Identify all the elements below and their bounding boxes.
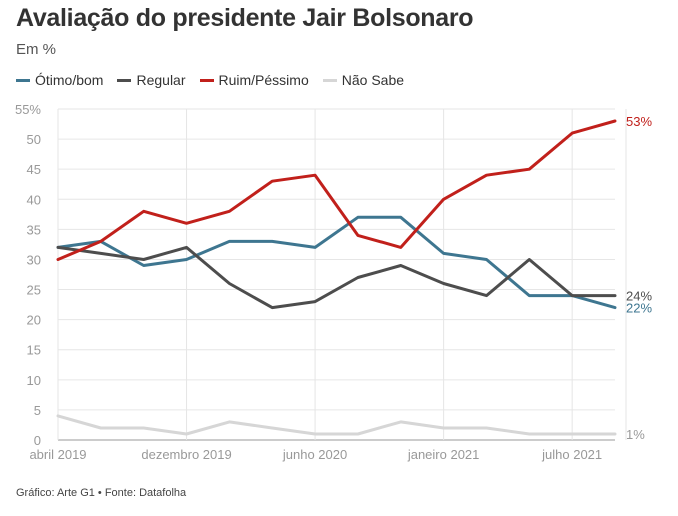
x-tick-label: abril 2019 <box>29 447 86 462</box>
source-note: Gráfico: Arte G1 • Fonte: Datafolha <box>16 487 187 499</box>
y-tick-label: 5 <box>34 403 41 418</box>
series-line-regular <box>56 245 617 310</box>
legend-item: Regular <box>117 72 186 88</box>
x-tick-label: dezembro 2019 <box>141 447 231 462</box>
legend: Ótimo/bom Regular Ruim/Péssimo Não Sabe <box>16 72 404 88</box>
y-tick-label: 55% <box>15 102 41 117</box>
series-end-label: 22% <box>626 301 652 316</box>
y-tick-label: 30 <box>27 252 41 267</box>
series-line-ruim-p-ssimo <box>56 119 617 261</box>
chart-title: Avaliação do presidente Jair Bolsonaro <box>16 4 474 32</box>
series-end-label: 24% <box>626 289 652 304</box>
y-tick-label: 50 <box>27 132 41 147</box>
legend-item: Ótimo/bom <box>16 72 103 88</box>
y-tick-label: 45 <box>27 162 41 177</box>
series-end-label: 53% <box>626 114 652 129</box>
series-line--timo-bom <box>56 215 617 310</box>
legend-label: Regular <box>136 72 186 88</box>
y-tick-label: 35 <box>27 222 41 237</box>
legend-label: Não Sabe <box>341 72 405 88</box>
y-tick-label: 40 <box>27 192 41 207</box>
legend-item: Não Sabe <box>322 72 405 88</box>
legend-swatch <box>322 78 337 82</box>
legend-swatch <box>117 78 132 82</box>
legend-label: Ótimo/bom <box>35 72 104 88</box>
legend-swatch <box>199 78 214 82</box>
y-tick-label: 10 <box>27 373 41 388</box>
legend-item: Ruim/Péssimo <box>199 72 309 88</box>
y-tick-label: 25 <box>27 283 41 298</box>
x-tick-label: janeiro 2021 <box>407 447 480 462</box>
y-tick-label: 0 <box>34 433 41 448</box>
x-tick-label: julho 2021 <box>541 447 602 462</box>
series-line-n-o-sabe <box>56 414 617 436</box>
y-tick-label: 20 <box>27 313 41 328</box>
series-end-label: 1% <box>626 427 645 442</box>
chart-subtitle: Em % <box>16 41 57 58</box>
x-tick-label: junho 2020 <box>282 447 347 462</box>
legend-swatch <box>16 78 30 82</box>
legend-label: Ruim/Péssimo <box>218 72 309 88</box>
y-tick-label: 15 <box>27 343 41 358</box>
